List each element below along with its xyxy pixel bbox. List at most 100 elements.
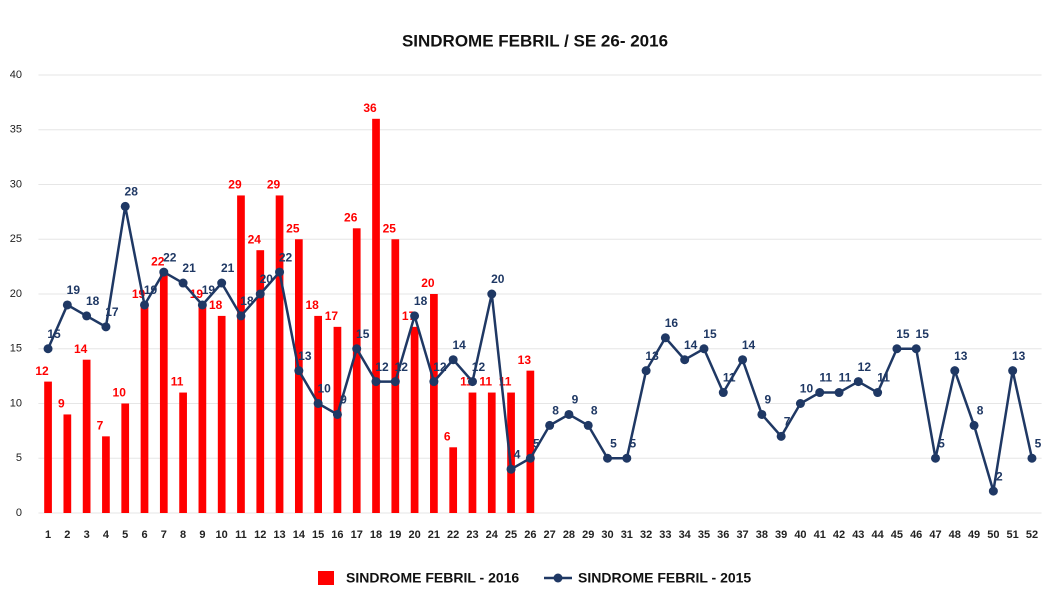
point-label: 5 <box>1035 436 1042 450</box>
x-tick-label: 35 <box>698 529 710 541</box>
point <box>699 344 709 354</box>
point-label: 12 <box>375 360 389 374</box>
y-tick-label: 30 <box>10 178 22 190</box>
point <box>738 355 748 365</box>
bar-label: 17 <box>325 309 339 323</box>
point <box>371 377 381 387</box>
point <box>487 289 497 299</box>
point <box>583 420 593 430</box>
x-tick-label: 51 <box>1007 529 1019 541</box>
bar-label: 18 <box>209 298 223 312</box>
bar <box>44 381 52 513</box>
x-tick-label: 9 <box>199 529 205 541</box>
point-label: 5 <box>610 436 617 450</box>
point-label: 10 <box>317 382 331 396</box>
bar-label: 11 <box>479 375 492 389</box>
x-tick-label: 2 <box>64 529 70 541</box>
point <box>313 399 323 408</box>
x-tick-label: 6 <box>141 529 147 541</box>
point <box>969 420 979 430</box>
point-label: 12 <box>433 360 447 374</box>
bar <box>526 370 535 513</box>
point-label: 8 <box>591 404 598 418</box>
point-label: 20 <box>260 272 274 286</box>
legend-swatch <box>318 571 334 585</box>
point-label: 21 <box>221 261 235 275</box>
x-tick-label: 36 <box>717 529 729 541</box>
point <box>140 300 150 310</box>
bar-label: 19 <box>190 287 204 301</box>
point <box>332 409 342 419</box>
point-label: 14 <box>453 338 467 352</box>
x-tick-label: 14 <box>293 529 306 541</box>
bar <box>314 315 322 513</box>
bar <box>256 250 265 513</box>
point <box>1027 453 1037 463</box>
bar <box>63 414 72 513</box>
point-label: 5 <box>938 436 945 450</box>
point <box>950 366 960 376</box>
y-tick-label: 20 <box>10 288 22 300</box>
bar-label: 6 <box>444 429 451 443</box>
bar <box>102 436 110 513</box>
bar-label: 25 <box>383 221 397 235</box>
point <box>178 278 188 288</box>
bar <box>391 239 400 513</box>
point-label: 8 <box>977 404 984 418</box>
bar-label: 12 <box>35 364 49 378</box>
bar <box>333 326 342 513</box>
point-label: 14 <box>742 338 756 352</box>
point <box>506 464 516 474</box>
point <box>1008 366 1018 376</box>
x-tick-label: 21 <box>428 529 440 541</box>
point-label: 11 <box>877 371 890 385</box>
point <box>873 388 883 398</box>
point-label: 9 <box>765 393 772 407</box>
x-tick-label: 4 <box>103 529 110 541</box>
x-tick-label: 13 <box>273 529 285 541</box>
point <box>390 377 400 387</box>
x-tick-label: 47 <box>929 529 941 541</box>
point-label: 2 <box>996 469 1003 483</box>
x-tick-label: 37 <box>736 529 748 541</box>
bar <box>430 294 438 513</box>
point-label: 15 <box>916 327 930 341</box>
x-tick-label: 10 <box>216 529 228 541</box>
point-label: 9 <box>340 393 347 407</box>
x-tick-label: 34 <box>679 529 692 541</box>
x-tick-label: 41 <box>814 529 826 541</box>
x-tick-label: 27 <box>544 529 556 541</box>
point-label: 12 <box>395 360 409 374</box>
bar <box>294 239 303 513</box>
bar <box>121 403 130 513</box>
y-tick-label: 25 <box>10 233 22 245</box>
x-tick-label: 5 <box>122 529 128 541</box>
point-label: 19 <box>144 283 158 297</box>
x-tick-label: 12 <box>254 529 266 541</box>
point-label: 11 <box>839 371 852 385</box>
x-tick-label: 15 <box>312 529 324 541</box>
point <box>757 409 767 419</box>
x-tick-label: 49 <box>968 529 980 541</box>
point <box>82 311 92 321</box>
point-label: 12 <box>858 360 872 374</box>
bar <box>198 304 207 513</box>
bar-label: 10 <box>113 386 127 400</box>
bar <box>217 315 226 513</box>
x-tick-label: 50 <box>987 529 999 541</box>
x-tick-label: 24 <box>486 529 499 541</box>
bar-label: 29 <box>228 178 242 192</box>
x-tick-label: 8 <box>180 529 186 541</box>
point <box>776 431 786 441</box>
bar <box>275 195 284 513</box>
x-tick-label: 52 <box>1026 529 1038 541</box>
point-label: 28 <box>125 185 139 199</box>
y-tick-label: 40 <box>10 69 22 81</box>
point-label: 14 <box>684 338 698 352</box>
point <box>680 355 690 365</box>
y-tick-label: 35 <box>10 124 22 136</box>
point <box>853 377 863 387</box>
point <box>410 311 420 321</box>
point-label: 5 <box>629 436 636 450</box>
point-label: 8 <box>552 404 559 418</box>
